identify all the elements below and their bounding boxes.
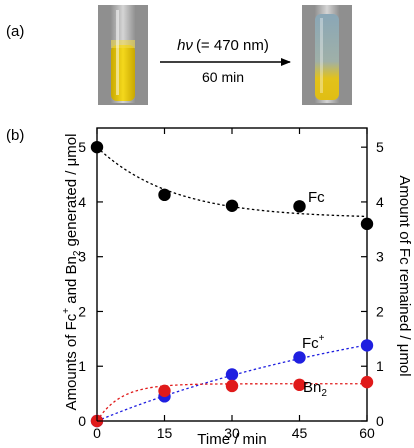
y-right-tick-label: 3 <box>376 249 384 265</box>
data-point-s2-1 <box>158 384 171 398</box>
x-tick-label: 30 <box>224 425 240 441</box>
y-right-tick-label: 1 <box>376 358 384 374</box>
y-left-tick-label: 1 <box>78 358 86 374</box>
x-tick-label: 45 <box>292 425 308 441</box>
y-left-tick-label: 2 <box>78 303 86 319</box>
data-point-s0-3 <box>293 200 306 213</box>
y-left-tick-label: 4 <box>78 194 86 210</box>
series-label-fc: Fc <box>308 189 325 206</box>
data-point-s2-2 <box>225 379 239 393</box>
y-right-tick-label: 2 <box>376 303 384 319</box>
arrow-bottom-label: 60 min <box>202 69 244 85</box>
arrow-top-symbol: hν <box>177 37 193 54</box>
data-point-s0-1 <box>158 188 171 202</box>
data-point-s2-4 <box>360 375 374 389</box>
series-label-bn2: Bn2 <box>303 379 327 399</box>
panel-a: (a) hν (= 470 nm) 60 min <box>6 5 352 105</box>
panel-a-label: (a) <box>6 23 24 40</box>
y-axis-left-label: Amounts of Fc+ and Bn2 generated / μmol <box>61 134 83 411</box>
series-label-fc-plus: Fc+ <box>302 333 325 352</box>
x-tick-label: 0 <box>93 425 101 441</box>
y-right-tick-label: 0 <box>376 413 384 429</box>
x-tick-label: 15 <box>157 425 173 441</box>
tube-after-photo <box>302 5 352 105</box>
y-right-tick-label: 4 <box>376 194 384 210</box>
svg-text:hν(= 470 nm): hν (= 470 nm) <box>177 37 269 54</box>
x-axis-label: Time / min <box>197 431 266 448</box>
reaction-arrow: hν (= 470 nm) 60 min <box>160 37 291 85</box>
axis-ticks <box>96 128 368 422</box>
tube-before-photo <box>98 5 148 105</box>
data-point-s2-3 <box>293 378 306 392</box>
data-point-s1-4 <box>360 339 374 352</box>
data-point-s1-2 <box>225 368 239 381</box>
fit-curve-1 <box>96 344 368 422</box>
panel-b-label: (b) <box>6 127 24 144</box>
data-point-s1-3 <box>293 351 306 364</box>
y-left-tick-label: 5 <box>78 139 86 155</box>
data-point-s0-2 <box>225 199 239 212</box>
series-labels: Fc Fc+ Bn2 <box>302 189 327 399</box>
fit-curve-0 <box>96 146 368 218</box>
y-right-tick-label: 5 <box>376 139 384 155</box>
data-point-s0-4 <box>360 217 374 231</box>
y-axis-right-label: Amount of Fc remained / μmol <box>396 175 413 376</box>
y-left-tick-label: 0 <box>78 413 86 429</box>
y-left-tick-label: 3 <box>78 249 86 265</box>
data-points <box>90 140 374 428</box>
x-tick-label: 60 <box>359 425 375 441</box>
arrow-top-detail: (= 470 nm) <box>196 37 269 54</box>
